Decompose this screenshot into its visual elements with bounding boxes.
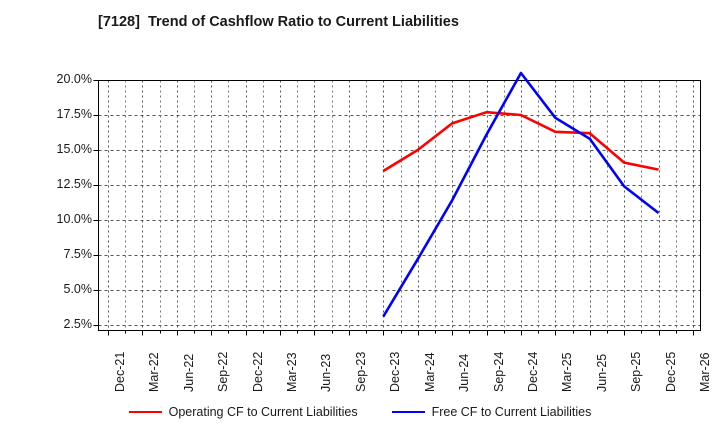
page-title: [7128] Trend of Cashflow Ratio to Curren… xyxy=(98,14,459,30)
series-line-operating-cf xyxy=(382,110,659,173)
y-axis-tick-label: 17.5% xyxy=(56,107,92,121)
x-axis-tick-label: Sep-24 xyxy=(491,351,506,392)
y-axis-tick-label: 2.5% xyxy=(63,317,93,331)
legend-item-free-cf[interactable]: Free CF to Current Liabilities xyxy=(391,405,592,419)
x-axis-tick-label: Sep-23 xyxy=(353,351,368,392)
x-axis-tick-label: Dec-25 xyxy=(663,351,678,392)
y-axis-tick-label: 10.0% xyxy=(56,212,92,226)
y-axis-tick-label: 20.0% xyxy=(56,72,92,86)
legend-item-operating-cf[interactable]: Operating CF to Current Liabilities xyxy=(128,405,358,419)
y-axis-tick-label: 15.0% xyxy=(56,142,92,156)
data-series xyxy=(382,71,660,318)
x-axis-tick-label: Jun-24 xyxy=(457,353,472,392)
chart-legend: Operating CF to Current Liabilities Free … xyxy=(0,405,720,419)
x-axis-tick-label: Dec-23 xyxy=(388,351,403,392)
x-axis-tick-label: Mar-25 xyxy=(560,352,575,392)
grid-lines xyxy=(98,80,701,331)
x-axis-tick-label: Mar-26 xyxy=(698,352,712,392)
y-axis-tick-label: 12.5% xyxy=(56,177,92,191)
plot-frame xyxy=(98,80,701,331)
x-axis-tick-label: Jun-22 xyxy=(181,353,196,392)
x-axis-tick-label: Jun-23 xyxy=(319,353,334,392)
legend-line-swatch xyxy=(391,411,425,413)
y-axis-tick-label: 7.5% xyxy=(63,247,93,261)
x-axis-tick-label: Sep-25 xyxy=(629,351,644,392)
x-axis-tick-label: Dec-22 xyxy=(250,351,265,392)
legend-label: Operating CF to Current Liabilities xyxy=(168,405,358,419)
legend-line-swatch xyxy=(128,411,162,413)
x-axis-tick-label: Jun-25 xyxy=(594,353,609,392)
x-axis-tick-label: Sep-22 xyxy=(216,351,231,392)
x-axis-tick-label: Dec-21 xyxy=(113,351,127,392)
x-axis-tick-label: Dec-24 xyxy=(525,351,540,392)
x-axis-tick-label: Mar-22 xyxy=(147,352,162,392)
legend-label: Free CF to Current Liabilities xyxy=(431,405,592,419)
series-line-free-cf xyxy=(382,71,660,318)
x-axis-tick-label: Mar-23 xyxy=(285,352,300,392)
y-axis-tick-label: 5.0% xyxy=(63,282,93,296)
x-axis-tick-label: Mar-24 xyxy=(422,352,437,392)
